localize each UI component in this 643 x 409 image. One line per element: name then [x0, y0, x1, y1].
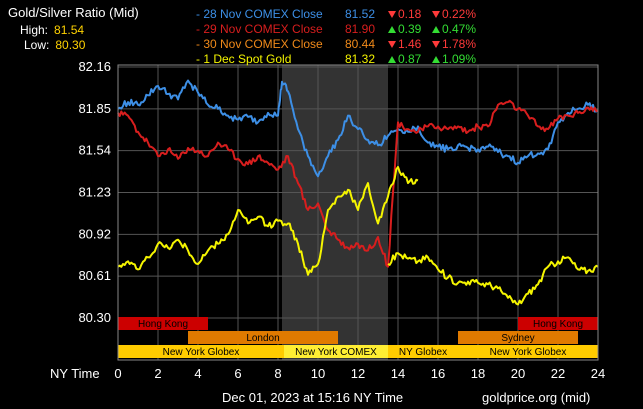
x-tick-label: 4: [194, 366, 201, 381]
legend-series-percent: 1.09%: [432, 52, 476, 66]
session-bar: [188, 331, 338, 344]
series-line: [117, 99, 599, 268]
x-tick-label: 24: [591, 366, 605, 381]
legend-series-value: 81.32: [345, 52, 376, 66]
session-label: Hong Kong: [533, 319, 583, 330]
x-tick-label: 22: [551, 366, 565, 381]
y-tick-label: 82.16: [78, 59, 111, 74]
timestamp: Dec 01, 2023 at 15:16 NY Time: [222, 390, 404, 405]
session-bar: [118, 317, 208, 330]
series-line: [117, 165, 419, 276]
session-label: New York Globex: [163, 347, 240, 358]
x-axis-label: NY Time: [50, 366, 100, 381]
chart-title: Gold/Silver Ratio (Mid): [8, 5, 139, 20]
legend-series-change: 0.87: [388, 52, 421, 66]
arrow-up-icon: [432, 56, 440, 63]
source-credit: goldprice.org (mid): [482, 390, 591, 405]
low-row: Low: 80.30: [24, 38, 85, 52]
legend-series-percent: 1.78%: [432, 37, 476, 51]
y-tick-label: 80.30: [78, 310, 111, 325]
high-row: High: 81.54: [20, 23, 84, 37]
x-tick-label: 2: [154, 366, 161, 381]
session-label: Hong Kong: [138, 319, 188, 330]
session-bars: Hong Kong Hong Kong London Sydney New York G…: [118, 317, 598, 358]
legend-series-percent: 0.22%: [432, 7, 476, 21]
legend-series-percent: 0.47%: [432, 22, 476, 36]
high-label: High:: [20, 23, 49, 37]
comex-session-band: [282, 65, 388, 360]
x-tick-label: 14: [391, 366, 405, 381]
y-tick-label: 80.92: [78, 226, 111, 241]
series-lines: [117, 79, 599, 306]
x-tick-label: 10: [311, 366, 325, 381]
legend-series-name: - 30 Nov COMEX Close: [196, 37, 323, 51]
legend-series-value: 80.44: [345, 37, 376, 51]
legend-series-change: 1.46: [388, 37, 421, 51]
y-tick-label: 80.61: [78, 268, 111, 283]
y-tick-label: 81.23: [78, 185, 111, 200]
y-axis-ticks: 82.16 81.85 81.54 81.23 80.92 80.61 80.30: [78, 59, 111, 325]
arrow-up-icon: [432, 26, 440, 33]
x-tick-label: 18: [471, 366, 485, 381]
x-tick-label: 16: [431, 366, 445, 381]
session-label: Sydney: [501, 333, 534, 344]
session-label: New York Globex: [490, 347, 567, 358]
y-tick-label: 81.85: [78, 101, 111, 116]
session-bar: [118, 345, 284, 358]
arrow-up-icon: [388, 56, 396, 63]
session-label: London: [246, 333, 279, 344]
low-label: Low:: [24, 38, 50, 52]
x-tick-label: 8: [274, 366, 281, 381]
session-bar: [458, 331, 578, 344]
x-tick-label: 12: [351, 366, 365, 381]
x-tick-label: 0: [114, 366, 121, 381]
session-bar: [284, 345, 388, 358]
arrow-up-icon: [388, 26, 396, 33]
plot-border: [117, 64, 599, 361]
legend-series-value: 81.90: [345, 22, 376, 36]
arrow-down-icon: [388, 41, 396, 48]
legend-series-name: - 29 Nov COMEX Close: [196, 22, 323, 36]
arrow-down-icon: [432, 11, 440, 18]
session-bar: [388, 345, 458, 358]
session-label: New York COMEX: [295, 347, 377, 358]
series-line: [117, 79, 599, 178]
legend-series-change: 0.39: [388, 22, 421, 36]
session-label: NY Globex: [399, 347, 447, 358]
legend-series-name: - 28 Nov COMEX Close: [196, 7, 323, 21]
legend-series-name: - 1 Dec Spot Gold: [196, 52, 292, 66]
y-tick-label: 81.54: [78, 143, 111, 158]
arrow-down-icon: [388, 11, 396, 18]
legend-series-change: 0.18: [388, 7, 421, 21]
x-tick-label: 6: [234, 366, 241, 381]
session-bar: [458, 345, 598, 358]
x-tick-label: 20: [511, 366, 525, 381]
series-line: [387, 252, 599, 306]
x-axis-ticks: 0 2 4 6 8 10 12 14 16 18 20 22 24: [114, 366, 605, 381]
session-bar: [518, 317, 598, 330]
legend-series-value: 81.52: [345, 7, 376, 21]
high-value: 81.54: [54, 23, 85, 37]
low-value: 80.30: [55, 38, 86, 52]
arrow-down-icon: [432, 41, 440, 48]
